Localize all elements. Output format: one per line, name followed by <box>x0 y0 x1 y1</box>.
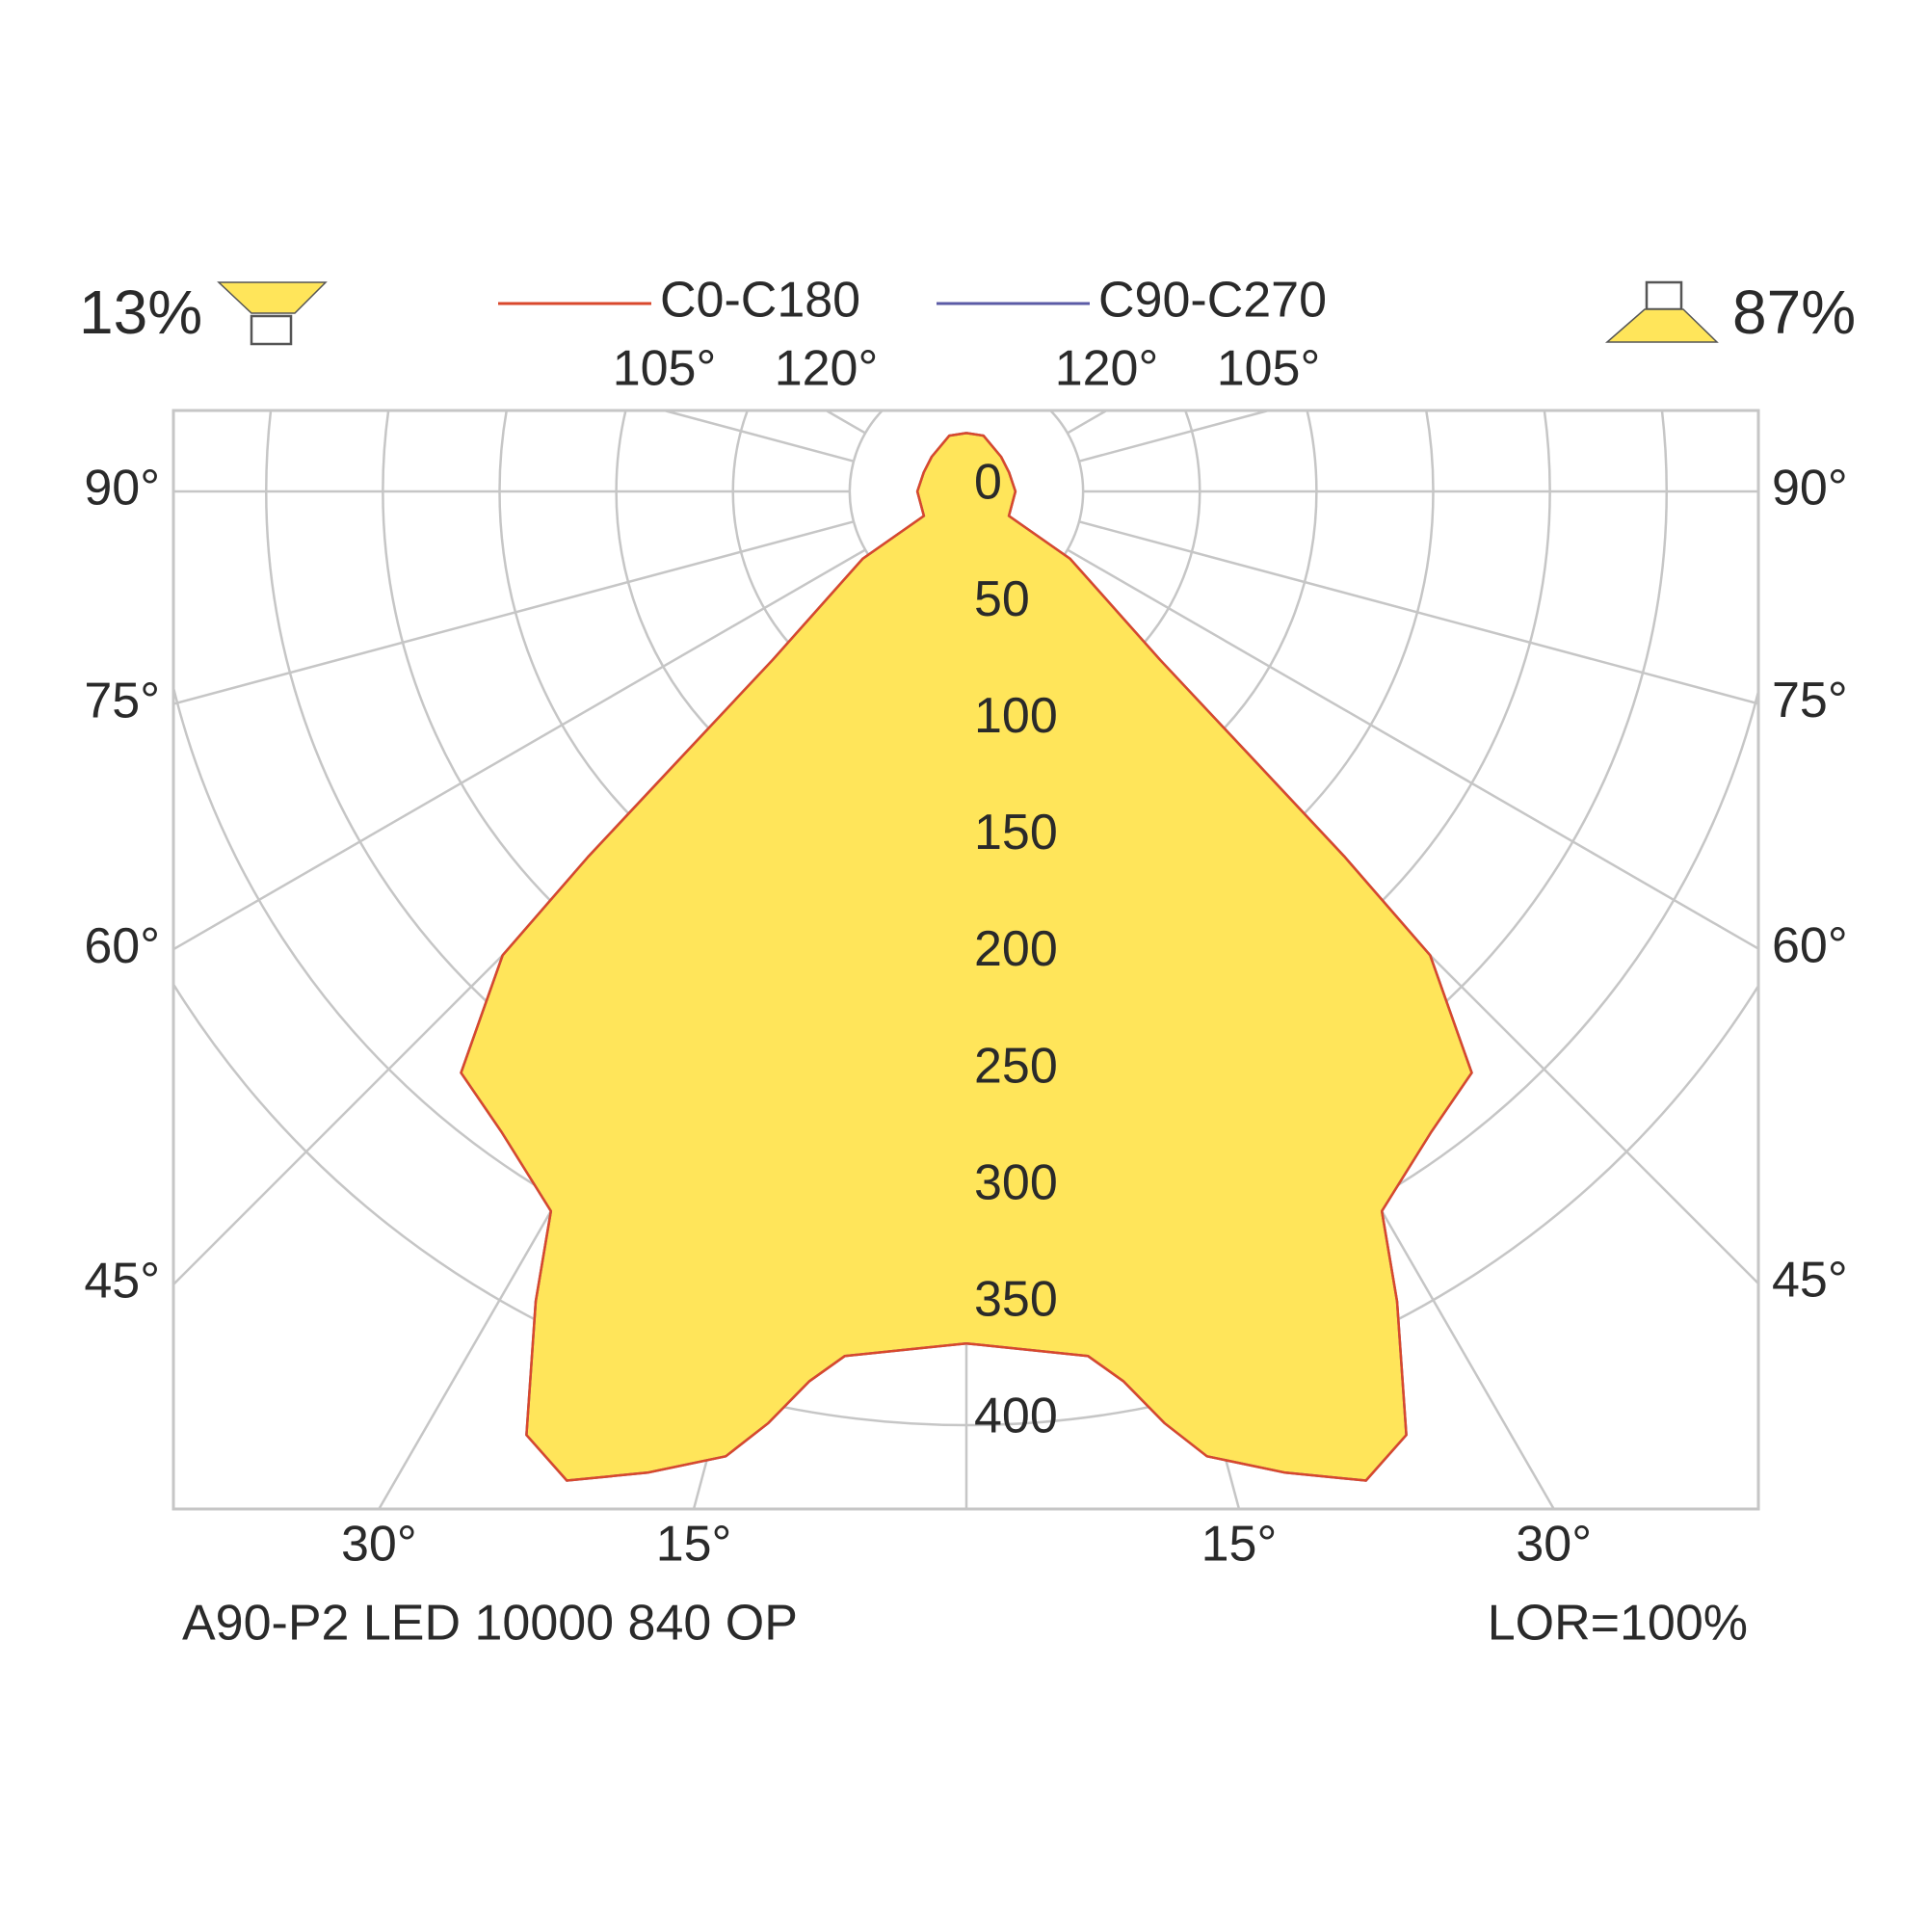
angle-tick-label: 60° <box>84 918 160 974</box>
grid-ray <box>1067 548 1758 950</box>
grid-ray <box>1078 410 1269 463</box>
angle-tick-label: 15° <box>1201 1517 1278 1573</box>
radial-tick-label: 400 <box>974 1389 1058 1444</box>
grid-ray <box>173 520 855 705</box>
upward-ratio: 87% <box>1732 278 1856 347</box>
grid-ray <box>825 410 866 435</box>
grid-ray <box>1067 410 1108 435</box>
angle-tick-label: 75° <box>84 673 160 728</box>
angle-tick-label: 105° <box>1217 341 1321 397</box>
angle-tick-label: 45° <box>1772 1253 1848 1309</box>
grid-ray <box>173 548 866 951</box>
legend-label: C90-C270 <box>1098 273 1327 329</box>
lor: LOR=100% <box>1488 1596 1748 1652</box>
grid-ray <box>1078 520 1758 705</box>
radial-tick-label: 150 <box>974 805 1058 860</box>
radial-tick-label: 250 <box>974 1038 1058 1094</box>
angle-tick-label: 90° <box>84 461 160 516</box>
radial-tick-label: 300 <box>974 1154 1058 1210</box>
plot-frame <box>172 409 1760 1511</box>
legend: C0-C180 C90-C270 <box>498 273 1327 329</box>
radial-tick-label: 350 <box>974 1272 1058 1328</box>
plot-area <box>460 432 1473 1482</box>
radial-tick-label: 0 <box>974 455 1002 511</box>
downlight-icon <box>217 281 328 314</box>
uplight-icon <box>1604 308 1719 343</box>
angle-tick-label: 45° <box>84 1254 160 1310</box>
angle-tick-label: 30° <box>341 1517 417 1573</box>
grid-ray <box>664 410 855 463</box>
angle-tick-label: 120° <box>775 341 879 397</box>
downward-ratio: 13% <box>79 278 202 347</box>
labels: 0 50 100 150 200 250 300 350 400 15° 15° 30° 30° 45° 4… <box>84 341 1847 1573</box>
angle-tick-label: 30° <box>1516 1517 1592 1573</box>
legend-label: C0-C180 <box>660 273 860 329</box>
angle-tick-label: 90° <box>1772 461 1848 516</box>
radial-tick-label: 100 <box>974 688 1058 744</box>
angle-tick-label: 120° <box>1055 341 1159 397</box>
angle-tick-label: 105° <box>613 341 717 397</box>
radial-tick-label: 50 <box>974 571 1030 627</box>
luminaire-name: A90-P2 LED 10000 840 OP <box>182 1596 798 1652</box>
distribution-curve <box>965 432 1473 1482</box>
angle-tick-label: 15° <box>656 1517 732 1573</box>
radial-tick-label: 200 <box>974 921 1058 977</box>
angle-tick-label: 75° <box>1772 673 1848 728</box>
angle-tick-label: 60° <box>1772 917 1848 973</box>
distribution-curve <box>460 432 967 1482</box>
luminaire-icon <box>1645 280 1683 311</box>
luminaire-icon <box>250 314 293 346</box>
